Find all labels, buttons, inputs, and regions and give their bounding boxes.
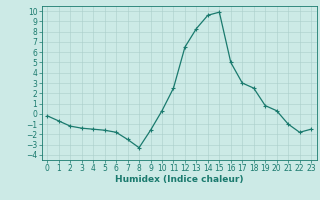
X-axis label: Humidex (Indice chaleur): Humidex (Indice chaleur) — [115, 175, 244, 184]
